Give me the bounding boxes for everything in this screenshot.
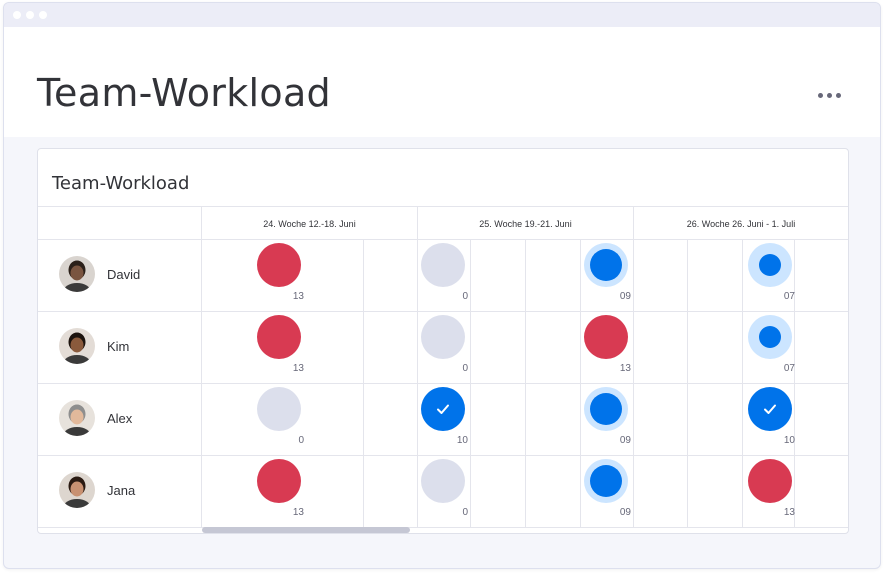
workload-cell[interactable]: 10 <box>418 383 468 455</box>
hours-value: 0 <box>462 363 468 374</box>
light-indicator <box>748 243 792 287</box>
workload-cell[interactable]: 10 <box>745 383 795 455</box>
workload-cell[interactable]: 09 <box>581 239 631 311</box>
capacity-fill <box>590 465 622 497</box>
hours-value: 13 <box>292 291 304 302</box>
divider <box>38 527 848 528</box>
capacity-fill <box>759 326 781 348</box>
avatar[interactable] <box>59 256 95 292</box>
avatar[interactable] <box>59 400 95 436</box>
partial-indicator <box>584 459 628 503</box>
capacity-full-indicator <box>421 387 465 431</box>
person-name: Jana <box>107 483 136 498</box>
workload-widget: Team-Workload 24. Woche 12.-18. Juni 25.… <box>37 148 849 534</box>
workload-cell[interactable]: 13 <box>254 239 304 311</box>
divider <box>38 206 848 207</box>
workload-cell[interactable]: 07 <box>745 239 795 311</box>
person-name: Alex <box>107 411 133 426</box>
hours-value: 0 <box>298 435 304 446</box>
app-window: Team-Workload Team-Workload 24. Woche 12… <box>3 2 881 569</box>
divider <box>38 383 848 384</box>
person-name: David <box>107 267 141 282</box>
capacity-fill <box>590 393 622 425</box>
more-options-icon[interactable] <box>814 85 846 107</box>
avatar[interactable] <box>59 472 95 508</box>
workload-cell[interactable]: 0 <box>254 383 304 455</box>
avatar[interactable] <box>59 328 95 364</box>
divider <box>38 311 848 312</box>
widget-title: Team-Workload <box>52 173 190 194</box>
workload-cell[interactable]: 13 <box>745 455 795 527</box>
week-header-26: 26. Woche 26. Juni - 1. Juli <box>686 219 796 229</box>
window-dot-icon <box>39 11 47 19</box>
window-titlebar <box>4 3 880 27</box>
horizontal-scrollbar[interactable] <box>202 527 410 533</box>
person-row-david: David <box>38 239 201 311</box>
empty-indicator <box>257 387 301 431</box>
workload-cell[interactable]: 07 <box>745 311 795 383</box>
person-name: Kim <box>107 339 130 354</box>
overloaded-indicator <box>257 315 301 359</box>
workload-cell[interactable]: 0 <box>418 311 468 383</box>
page-title: Team-Workload <box>37 71 331 115</box>
hours-value: 13 <box>783 507 795 518</box>
page-header: Team-Workload <box>4 27 880 137</box>
capacity-fill <box>759 254 781 276</box>
workload-cell[interactable]: 09 <box>581 383 631 455</box>
week-header-25: 25. Woche 19.-21. Juni <box>479 219 572 229</box>
hours-value: 10 <box>783 435 795 446</box>
window-dot-icon <box>26 11 34 19</box>
hours-value: 0 <box>462 507 468 518</box>
dot-icon <box>818 93 823 98</box>
capacity-full-indicator <box>748 387 792 431</box>
empty-indicator <box>421 315 465 359</box>
hours-value: 13 <box>619 363 631 374</box>
divider <box>417 206 418 527</box>
dot-icon <box>827 93 832 98</box>
week-header-24: 24. Woche 12.-18. Juni <box>263 219 356 229</box>
workload-cell[interactable]: 13 <box>254 311 304 383</box>
partial-indicator <box>584 387 628 431</box>
hours-value: 0 <box>462 291 468 302</box>
hours-value: 07 <box>783 291 795 302</box>
divider <box>201 206 202 527</box>
hours-value: 09 <box>619 291 631 302</box>
empty-indicator <box>421 459 465 503</box>
divider <box>38 455 848 456</box>
empty-indicator <box>421 243 465 287</box>
partial-indicator <box>584 243 628 287</box>
divider <box>38 239 848 240</box>
hours-value: 13 <box>292 507 304 518</box>
hours-value: 09 <box>619 507 631 518</box>
hours-value: 09 <box>619 435 631 446</box>
divider <box>633 206 634 527</box>
workload-cell[interactable]: 0 <box>418 239 468 311</box>
light-indicator <box>748 315 792 359</box>
workload-cell[interactable]: 0 <box>418 455 468 527</box>
person-row-jana: Jana <box>38 455 201 527</box>
overloaded-indicator <box>257 459 301 503</box>
person-row-kim: Kim <box>38 311 201 383</box>
workload-cell[interactable]: 09 <box>581 455 631 527</box>
dot-icon <box>836 93 841 98</box>
hours-value: 13 <box>292 363 304 374</box>
workload-cell[interactable]: 13 <box>254 455 304 527</box>
overloaded-indicator <box>584 315 628 359</box>
window-dot-icon <box>13 11 21 19</box>
overloaded-indicator <box>257 243 301 287</box>
capacity-fill <box>590 249 622 281</box>
hours-value: 07 <box>783 363 795 374</box>
overloaded-indicator <box>748 459 792 503</box>
workload-cell[interactable]: 13 <box>581 311 631 383</box>
hours-value: 10 <box>456 435 468 446</box>
person-row-alex: Alex <box>38 383 201 455</box>
